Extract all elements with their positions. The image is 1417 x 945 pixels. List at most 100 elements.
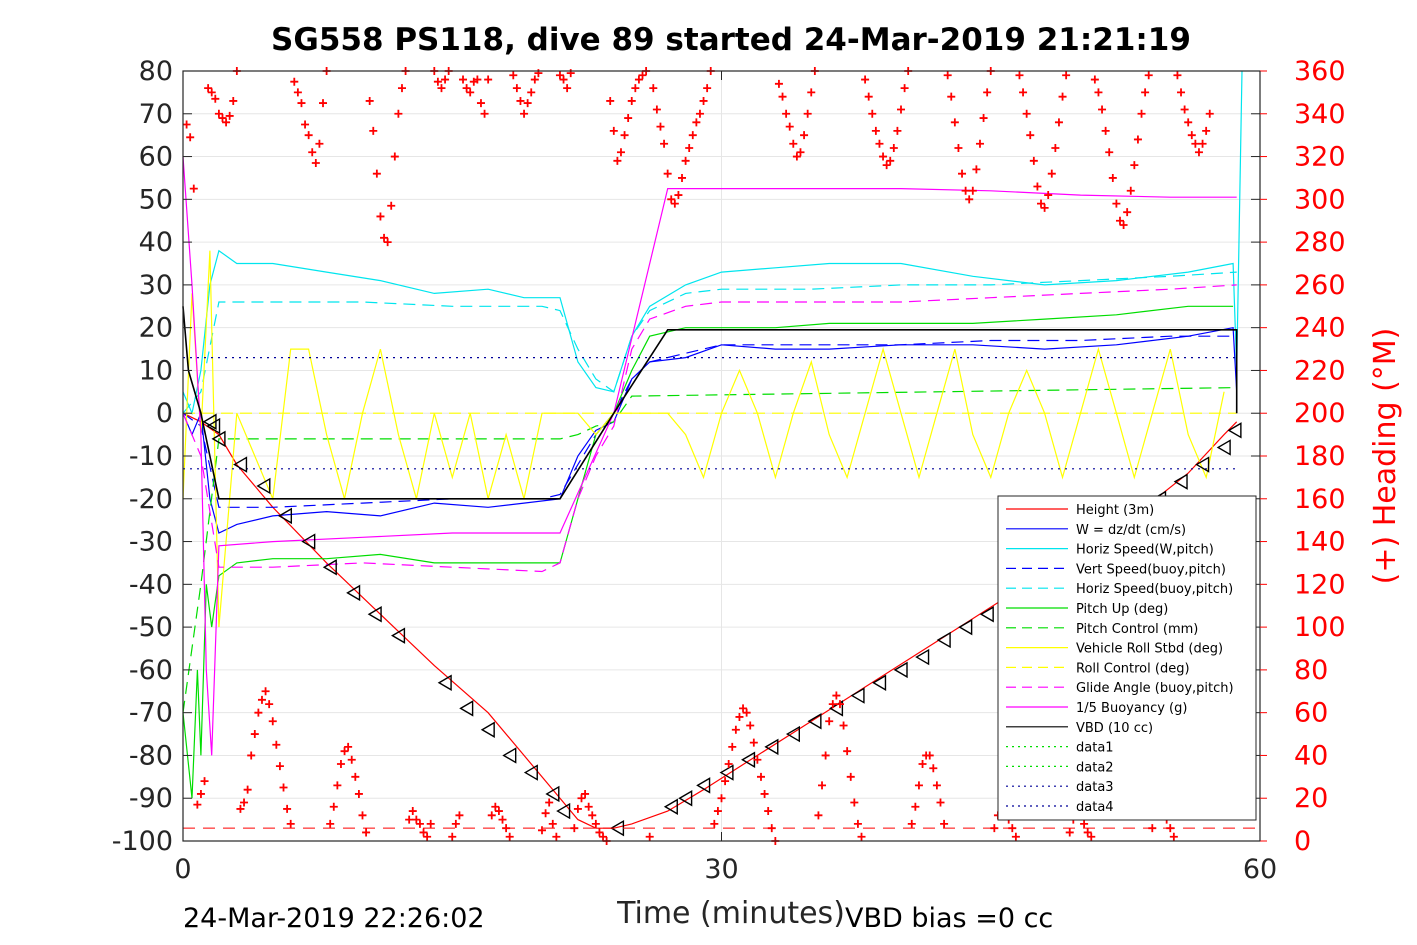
heading-point [351,772,360,781]
legend-label-9: Glide Angle (buoy,pitch) [1076,681,1234,696]
heading-point [692,118,701,127]
heading-point [1011,832,1020,841]
vbd-marker [391,627,406,644]
heading-point [850,798,859,807]
y-tick-label: 70 [139,99,173,130]
heading-point [283,804,292,813]
heading-point [376,212,385,221]
heading-point [275,762,284,771]
x-tick-label: 60 [1243,854,1277,885]
legend-label-1: W = dz/dt (cm/s) [1076,523,1186,538]
heading-point [512,84,521,93]
heading-point [1033,182,1042,191]
heading-point [1054,118,1063,127]
heading-point [1026,131,1035,140]
heading-point [433,77,442,86]
heading-point [548,819,557,828]
heading-point [756,772,765,781]
y-tick-label: 10 [139,355,173,386]
heading-point [803,109,812,118]
y-right-tick-label: 100 [1294,612,1346,643]
heading-point [319,99,328,108]
heading-point [681,156,690,165]
heading-point [742,708,751,717]
heading-point [423,832,432,841]
heading-point [484,75,493,84]
heading-point [688,131,697,140]
heading-point [760,789,769,798]
series-line-4 [182,271,1237,414]
heading-point [911,802,920,811]
heading-point [800,131,809,140]
legend-label-10: 1/5 Buoyancy (g) [1076,701,1187,716]
y-right-tick-label: 140 [1294,527,1346,558]
y-tick-label: -90 [129,783,173,814]
heading-point [721,777,730,786]
y-right-tick-label: 280 [1294,227,1346,258]
heading-point [649,84,658,93]
heading-point [778,92,787,101]
y-right-tick-label: 360 [1294,56,1346,87]
heading-point [516,96,525,105]
heading-point [871,126,880,135]
vbd-marker [663,798,678,815]
heading-point [889,144,898,152]
heading-point [222,118,231,127]
heading-point [290,77,299,86]
y-right-tick-label: 260 [1294,270,1346,301]
heading-point [505,832,514,841]
heading-point [541,809,550,818]
heading-point [947,92,956,101]
y-right-tick-label: 240 [1294,313,1346,344]
heading-point [914,781,923,790]
heading-point [774,79,783,88]
heading-point [1098,105,1107,114]
heading-point [214,109,223,118]
left-ticks: 80 70 60 50 40 30 20 10 0 -10 -20 -30 -40 -50 -60 -70 -8… [112,56,1260,857]
heading-point [250,730,259,739]
legend: Height (3m) W = dz/dt (cm/s) Horiz Speed(W… [997,495,1257,821]
heading-point [588,811,597,820]
heading-point [297,99,306,108]
vbd-marker [1173,473,1188,490]
heading-point [254,708,263,717]
heading-point [1047,169,1056,178]
heading-point [660,139,669,148]
vbd-marker [277,507,293,525]
heading-point [563,84,572,93]
heading-point [372,169,381,178]
right-ticks: 3603403203002802602402202001801601401201… [1260,56,1346,857]
heading-point [627,96,636,105]
vbd-marker [936,631,951,649]
heading-point [792,152,801,161]
heading-point [1058,92,1067,101]
vbd-marker [1216,439,1231,456]
vbd-marker [1227,422,1242,439]
heading-point [1180,105,1189,114]
heading-point [265,700,274,709]
heading-point [972,165,981,174]
vbd-marker [764,738,779,756]
heading-point [473,75,482,84]
heading-point [958,169,967,178]
y-right-tick-label: 80 [1294,655,1328,686]
heading-point [1137,109,1146,118]
heading-point [796,148,805,157]
heading-point [670,199,679,208]
heading-point [875,139,884,148]
heading-point [1198,139,1207,148]
heading-point [685,144,694,152]
heading-point [243,785,252,794]
heading-point [304,131,313,140]
heading-point [950,118,959,127]
heading-point [545,798,554,807]
heading-point [789,139,798,148]
heading-point [620,131,629,140]
heading-point [713,807,722,816]
y-tick-label: 30 [139,270,173,301]
legend-label-8: Roll Control (deg) [1076,661,1190,676]
y-tick-label: -30 [129,527,173,558]
heading-point [520,109,529,118]
heading-point [634,75,643,84]
heading-point [211,94,220,103]
